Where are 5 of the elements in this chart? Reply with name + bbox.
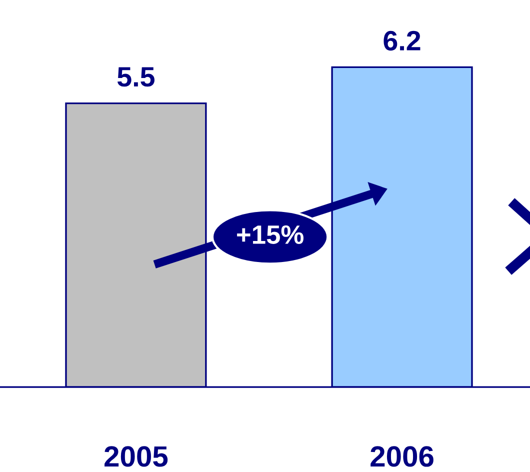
- data-label: 5.5: [118, 67, 154, 87]
- data-label: 6.2: [384, 30, 420, 51]
- x-tick-label: 2006: [370, 446, 434, 467]
- x-tick-label: 2005: [104, 446, 168, 467]
- annotation: +15%: [237, 225, 304, 244]
